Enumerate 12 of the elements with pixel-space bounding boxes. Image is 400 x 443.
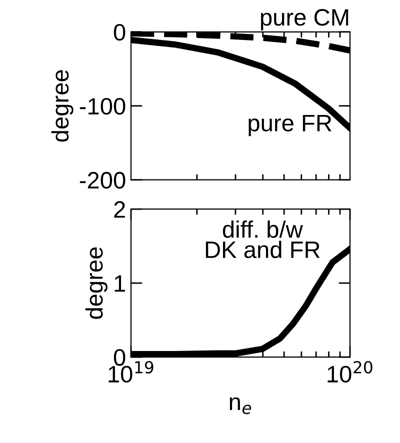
text: pure CM (260, 9, 348, 30)
y-tick-label: 0 (114, 24, 126, 41)
y-axis-title: degree (51, 70, 74, 142)
y-tick-label: -200 (80, 172, 126, 189)
annotation: diff. b/w DK and FR (206, 220, 320, 258)
annotation: pure FR (248, 114, 332, 136)
y-axis-title: degree (85, 247, 108, 319)
y-tick-label: 2 (114, 201, 125, 218)
y-tick-label: -100 (80, 98, 126, 115)
x-tick-label: 10$^{20}$ (328, 361, 372, 383)
y-tick-label: 1 (114, 275, 125, 292)
x-axis-title: n$_{e}$ (230, 397, 252, 414)
